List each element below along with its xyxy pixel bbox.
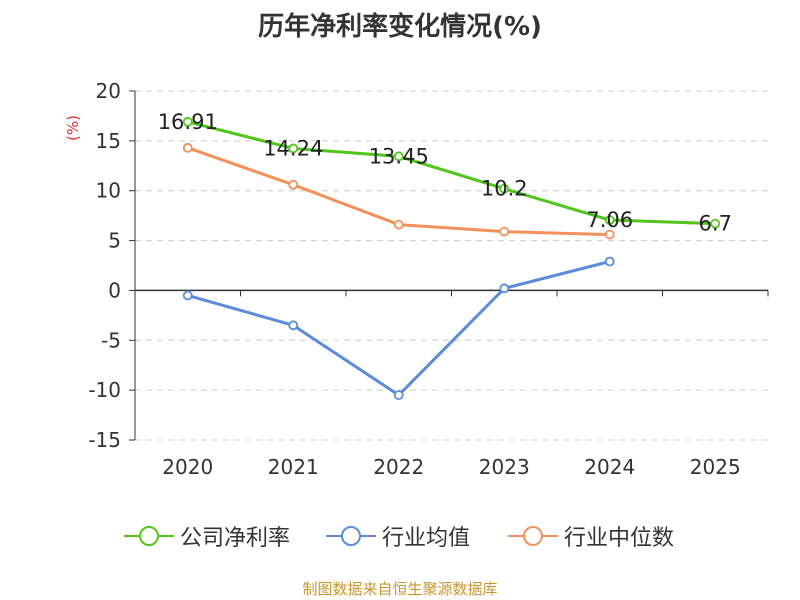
- legend-label-industry-mean: 行业均值: [382, 526, 471, 551]
- data-label: 10.2: [481, 177, 528, 201]
- data-point[interactable]: [393, 151, 404, 162]
- data-point[interactable]: [288, 320, 299, 331]
- legend-item-industry-median[interactable]: 行业中位数: [508, 520, 674, 552]
- data-label: 13.45: [369, 144, 429, 168]
- legend-marker-industry-mean: [326, 526, 376, 546]
- data-point[interactable]: [288, 179, 299, 190]
- data-point[interactable]: [182, 142, 193, 153]
- legend-marker-industry-median: [508, 526, 558, 546]
- data-label: 14.24: [263, 136, 323, 160]
- data-point[interactable]: [182, 116, 193, 127]
- x-tick-label: 2021: [268, 455, 319, 479]
- x-tick-label: 2024: [584, 455, 635, 479]
- y-tick-label: 5: [108, 229, 121, 253]
- legend-label-company: 公司净利率: [180, 526, 291, 551]
- data-label: 6.7: [699, 212, 732, 236]
- y-tick-label: 10: [96, 179, 121, 203]
- y-tick-label: 0: [108, 278, 121, 302]
- data-point[interactable]: [499, 226, 510, 237]
- y-tick-label: -10: [88, 378, 121, 402]
- y-axis-label: (%): [64, 115, 82, 141]
- x-tick-label: 2020: [162, 455, 213, 479]
- grid-lines: [135, 90, 768, 441]
- data-point[interactable]: [604, 229, 615, 240]
- series-line-1: [187, 260, 611, 397]
- legend-item-company[interactable]: 公司净利率: [124, 520, 290, 552]
- data-label: 7.06: [586, 208, 633, 232]
- series-lines: [182, 116, 721, 401]
- legend-item-industry-mean[interactable]: 行业均值: [326, 520, 470, 552]
- data-point[interactable]: [288, 143, 299, 154]
- legend-marker-company: [124, 526, 174, 546]
- data-label: 16.91: [158, 110, 218, 134]
- data-point[interactable]: [393, 219, 404, 230]
- y-tick-label: 20: [96, 79, 121, 103]
- data-point[interactable]: [604, 256, 615, 267]
- data-labels: 16.91 14.24 13.45 10.2 7.06 6.7: [158, 110, 732, 236]
- legend-label-industry-median: 行业中位数: [564, 526, 675, 551]
- data-point[interactable]: [182, 290, 193, 301]
- data-point[interactable]: [710, 218, 721, 229]
- y-tick-label: -15: [88, 428, 121, 452]
- y-tick-label: 15: [96, 129, 121, 153]
- x-tick-label: 2023: [479, 455, 530, 479]
- x-tick-label: 2025: [690, 455, 741, 479]
- chart-title: 历年净利率变化情况(%): [258, 12, 542, 42]
- data-point[interactable]: [604, 215, 615, 225]
- x-tick-label: 2022: [373, 455, 424, 479]
- source-note: 制图数据来自恒生聚源数据库: [302, 580, 498, 598]
- data-point[interactable]: [499, 283, 510, 294]
- data-point[interactable]: [393, 390, 404, 401]
- axes: 20 15 10 5 0 -5 -10 -15 2020 2021 2022 2023 2024 2025: [88, 79, 769, 479]
- y-tick-label: -5: [101, 328, 121, 352]
- data-point[interactable]: [499, 183, 510, 194]
- series-line-0: [187, 120, 716, 226]
